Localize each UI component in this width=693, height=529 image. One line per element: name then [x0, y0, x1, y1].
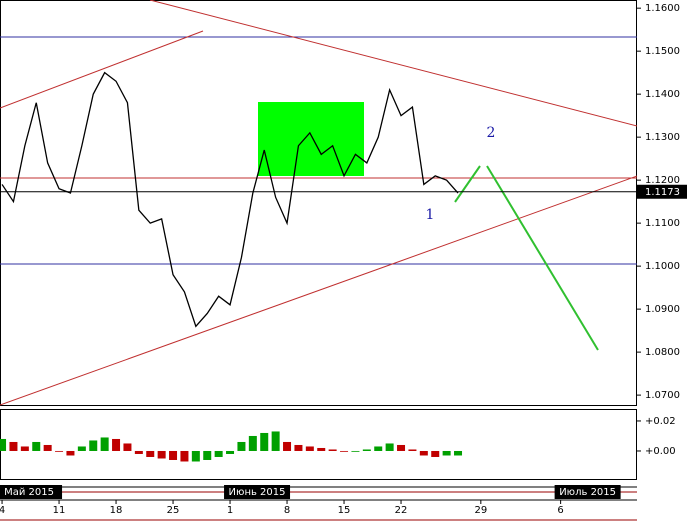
period-label: Июль 2015: [559, 487, 616, 498]
forecast-line: [454, 165, 481, 203]
forecast-line: [486, 165, 599, 351]
x-tick-label: 22: [395, 505, 408, 516]
oscillator-bar: [283, 441, 292, 451]
annotation: 1: [426, 207, 435, 223]
oscillator-bar: [431, 450, 440, 457]
y-tick-label: +0.00: [645, 446, 676, 457]
oscillator-bar: [203, 450, 212, 460]
oscillator-bar: [419, 450, 428, 456]
x-tick-label: 11: [53, 505, 66, 516]
oscillator-bar: [328, 449, 337, 451]
oscillator-bar: [43, 444, 52, 451]
oscillator-bar: [226, 450, 235, 454]
oscillator-bar: [0, 438, 7, 451]
trend-line: [149, 0, 638, 127]
oscillator-bar: [351, 450, 360, 452]
x-tick-label: 18: [110, 505, 123, 516]
oscillator-bar: [408, 449, 417, 451]
oscillator-bar: [294, 444, 303, 451]
oscillator-bar: [248, 435, 257, 451]
oscillator-bar: [385, 443, 394, 451]
oscillator-bar: [305, 446, 314, 451]
last-price-box: [637, 184, 687, 199]
oscillator-bar: [134, 450, 143, 454]
oscillator-bar: [271, 431, 280, 451]
period-label: Май 2015: [4, 487, 54, 498]
oscillator-bar: [55, 450, 64, 452]
oscillator-bar: [180, 450, 189, 462]
x-tick-label: 15: [338, 505, 351, 516]
oscillator-bar: [442, 450, 451, 456]
oscillator-bar: [157, 450, 166, 459]
y-tick-label: 1.1000: [645, 261, 680, 272]
oscillator-bar: [77, 446, 86, 451]
oscillator-bar: [260, 432, 269, 451]
oscillator-bar: [112, 438, 121, 451]
y-tick-label: 1.1200: [645, 175, 680, 186]
y-tick-label: 1.0900: [645, 304, 680, 315]
oscillator-bar: [237, 441, 246, 451]
oscillator-bar: [123, 443, 132, 451]
oscillator-bar: [340, 450, 349, 452]
x-tick-label: 29: [474, 505, 487, 516]
period-box: [0, 485, 63, 499]
highlight-zone: [258, 102, 364, 176]
last-price-label: 1.1173: [645, 187, 680, 198]
oscillator-bar: [362, 449, 371, 451]
y-tick-label: 1.0800: [645, 347, 680, 358]
oscillator-bar: [214, 450, 223, 457]
x-tick-label: 4: [0, 505, 5, 516]
y-tick-label: 1.1300: [645, 132, 680, 143]
oscillator-bar: [100, 437, 109, 451]
y-tick-label: 1.1400: [645, 89, 680, 100]
oscillator-bar: [169, 450, 178, 460]
oscillator-bar: [397, 444, 406, 451]
oscillator-bar: [89, 440, 98, 451]
x-tick-label: 6: [557, 505, 563, 516]
oscillator-bar: [9, 441, 18, 451]
x-tick-label: 8: [284, 505, 290, 516]
oscillator-bar: [32, 441, 41, 451]
oscillator-bar: [66, 450, 75, 456]
price-line: [1, 71, 459, 328]
trend-line: [0, 30, 204, 109]
oscillator-bar: [374, 446, 383, 451]
y-tick-label: 1.1100: [645, 218, 680, 229]
price-panel: [0, 0, 637, 406]
x-tick-label: 1: [227, 505, 233, 516]
y-tick-label: 1.1600: [645, 3, 680, 14]
oscillator-bar: [20, 446, 29, 451]
oscillator-bar: [317, 447, 326, 451]
y-tick-label: 1.0700: [645, 390, 680, 401]
y-tick-label: +0.02: [645, 416, 676, 427]
oscillator-bar: [191, 450, 200, 462]
annotation: 2: [487, 125, 496, 141]
oscillator-bar: [146, 450, 155, 457]
y-tick-label: 1.1500: [645, 46, 680, 57]
period-label: Июнь 2015: [229, 487, 286, 498]
period-box: [554, 485, 621, 499]
x-tick-label: 25: [167, 505, 180, 516]
period-box: [224, 485, 291, 499]
oscillator-bar: [454, 450, 463, 456]
trend-line: [0, 175, 638, 406]
